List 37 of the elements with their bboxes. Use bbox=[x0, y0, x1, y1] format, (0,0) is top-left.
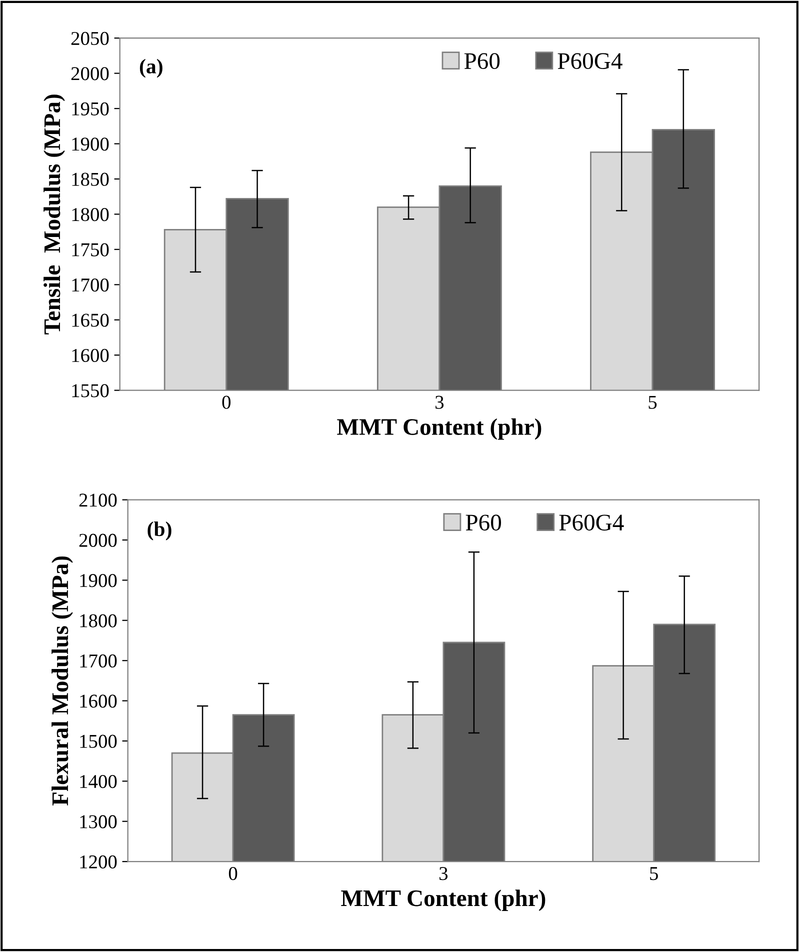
annotation: (b) bbox=[148, 522, 172, 540]
legend-label: P60G4 bbox=[558, 53, 622, 70]
y-tick-label: 2000 bbox=[79, 534, 117, 547]
y-tick-label: 1700 bbox=[72, 278, 109, 292]
y-tick-label: 1600 bbox=[72, 348, 109, 362]
y-tick-label: 1700 bbox=[80, 654, 117, 668]
y-tick-label: 1800 bbox=[72, 208, 109, 222]
y-tick-label: 1900 bbox=[72, 138, 109, 151]
y-axis-title: Tensile Modulus (MPa) bbox=[44, 94, 65, 334]
x-tick-label: 0 bbox=[222, 396, 231, 409]
y-tick-label: 1800 bbox=[80, 614, 117, 628]
y-tick-label: 2100 bbox=[79, 494, 117, 507]
y-tick-label: 1500 bbox=[80, 734, 117, 748]
y-tick-label: 1750 bbox=[72, 243, 109, 256]
y-tick-label: 1400 bbox=[80, 774, 117, 788]
legend-label: P60 bbox=[464, 53, 500, 70]
legend-label: P60 bbox=[466, 514, 502, 531]
legend-label: P60G4 bbox=[559, 514, 624, 531]
y-tick-label: 1950 bbox=[72, 102, 109, 116]
y-tick-label: 1600 bbox=[80, 694, 117, 708]
y-tick-label: 1200 bbox=[80, 855, 117, 868]
x-tick-label: 3 bbox=[436, 396, 444, 409]
x-tick-label: 3 bbox=[440, 867, 448, 880]
y-tick-label: 1300 bbox=[80, 815, 117, 828]
y-tick-label: 2050 bbox=[71, 32, 109, 46]
x-axis-title: MMT Content (phr) bbox=[337, 418, 542, 440]
y-tick-label: 1550 bbox=[72, 384, 109, 398]
x-tick-label: 5 bbox=[650, 867, 658, 880]
y-axis-title: Flexural Modulus (MPa) bbox=[52, 556, 73, 806]
x-axis-title: MMT Content (phr) bbox=[341, 890, 546, 912]
x-tick-label: 0 bbox=[228, 866, 238, 880]
y-tick-label: 1900 bbox=[80, 574, 117, 588]
annotation: (a) bbox=[140, 58, 162, 78]
y-tick-label: 1850 bbox=[72, 172, 109, 186]
y-tick-label: 2000 bbox=[71, 67, 109, 80]
y-tick-label: 1650 bbox=[72, 314, 109, 327]
x-tick-label: 5 bbox=[648, 396, 657, 409]
